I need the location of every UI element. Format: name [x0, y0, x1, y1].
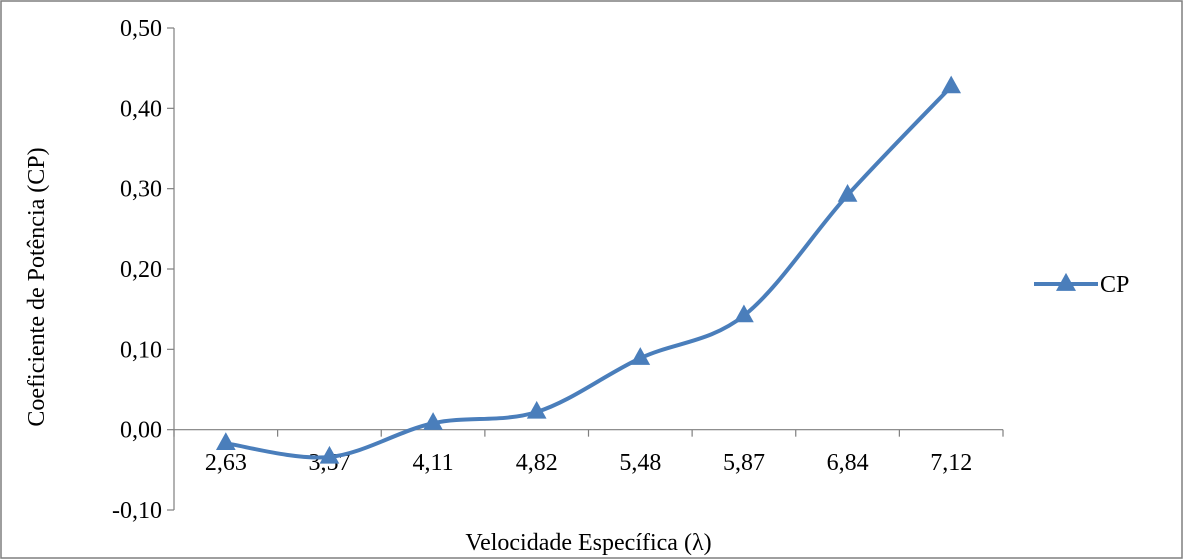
- legend-label: CP: [1100, 272, 1129, 298]
- y-tick-label: 0,50: [120, 16, 162, 42]
- y-tick-label: 0,10: [120, 337, 162, 363]
- y-tick-label: 0,20: [120, 257, 162, 283]
- data-point-marker: [423, 412, 443, 430]
- legend: CP: [1034, 272, 1129, 298]
- x-tick-label: 2,63: [205, 450, 247, 476]
- x-tick-label: 5,87: [723, 450, 765, 476]
- y-tick-label: 0,40: [120, 96, 162, 122]
- data-point-marker: [215, 432, 236, 450]
- data-point-marker: [319, 445, 340, 464]
- series-layer: [215, 75, 962, 464]
- x-tick-label: 5,48: [619, 450, 661, 476]
- x-tick-label: 4,82: [516, 450, 558, 476]
- x-tick-label: 6,84: [827, 450, 869, 476]
- x-tick-label: 4,11: [413, 450, 454, 476]
- data-point-marker: [837, 184, 858, 202]
- x-tick-label: 7,12: [930, 450, 972, 476]
- y-tick-label: 0,00: [120, 418, 162, 444]
- y-tick-label: -0,10: [112, 498, 162, 524]
- y-axis-title: Coeficiente de Potência (CP): [24, 147, 50, 426]
- data-point-marker: [734, 304, 754, 323]
- legend-marker: [1056, 272, 1076, 291]
- data-point-marker: [526, 400, 547, 419]
- x-axis-title: Velocidade Específica (λ): [465, 530, 711, 556]
- x-axis: 2,633,574,114,825,485,876,847,12: [173, 429, 1004, 476]
- data-point-marker: [630, 347, 651, 365]
- y-axis: -0,10 0,00 0,10 0,20 0,30 0,40 0,50: [112, 16, 175, 524]
- y-tick-label: 0,30: [120, 177, 162, 203]
- data-point-marker: [941, 75, 962, 94]
